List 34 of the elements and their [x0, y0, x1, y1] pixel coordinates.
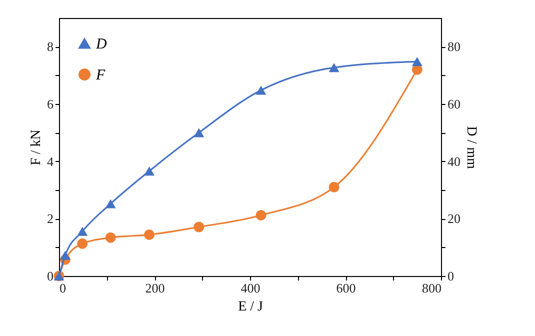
y2-axis-title: D / mm — [464, 126, 478, 169]
y-axis-title: F / kN — [29, 130, 44, 166]
point — [194, 222, 204, 232]
point — [144, 166, 154, 176]
y2-tick-label: 80 — [448, 39, 460, 54]
point — [60, 250, 70, 260]
y-tick-label: 6 — [47, 96, 54, 112]
x-tick-label: 800 — [422, 280, 442, 296]
point — [144, 229, 154, 240]
point — [412, 57, 422, 66]
x-tick-label: 600 — [336, 280, 356, 296]
point — [194, 128, 204, 138]
x-tick-label: 200 — [145, 280, 165, 296]
y2-tick-label: 40 — [448, 154, 460, 169]
legend-label: F — [95, 68, 106, 84]
y-tick-label: 4 — [47, 154, 54, 169]
point — [105, 232, 116, 243]
point — [328, 182, 340, 192]
point — [256, 86, 266, 95]
y-tick-label: 2 — [47, 211, 54, 226]
point — [77, 226, 88, 236]
y-tick-label: 8 — [47, 39, 54, 54]
point — [328, 63, 340, 72]
x-tick-label: 0 — [60, 280, 66, 296]
point — [105, 199, 116, 208]
x-tick-label: 400 — [240, 280, 260, 296]
y2-tick-label: 20 — [448, 211, 460, 226]
x-axis-title: E / J — [238, 300, 264, 314]
y2-tick-label: 0 — [448, 268, 454, 284]
point — [77, 238, 88, 249]
point — [256, 210, 266, 220]
legend-label: D — [95, 36, 107, 52]
y2-tick-label: 60 — [448, 96, 460, 112]
y-tick-label: 0 — [47, 268, 54, 284]
